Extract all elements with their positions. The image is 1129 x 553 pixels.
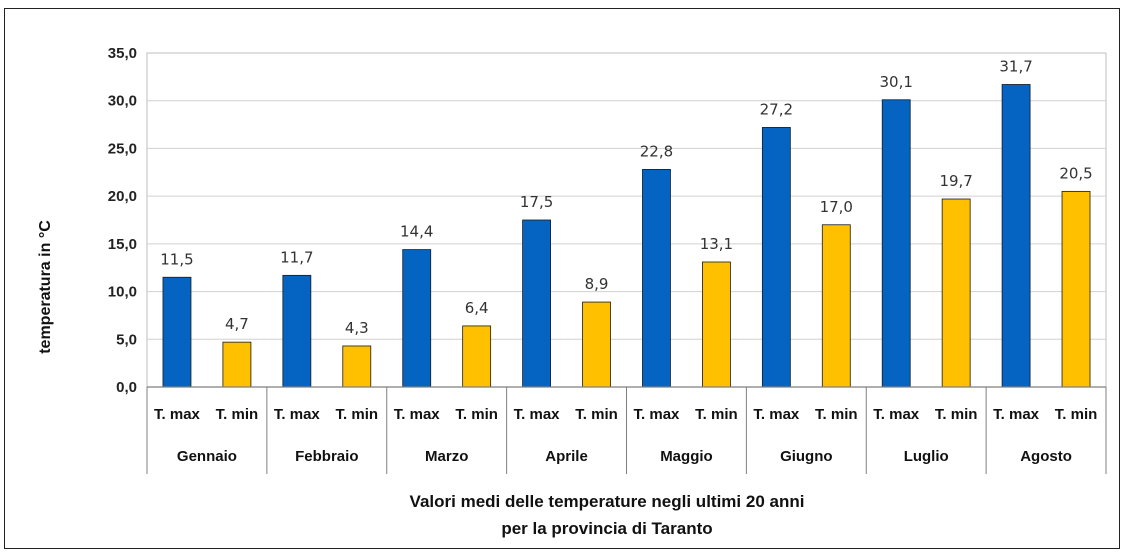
chart-frame: 11,5 11,7 14,4 17,5 22,8 27,2 30,1 31,7 4,7 4,3 6,… bbox=[4, 8, 1120, 549]
data-label: 31,7 bbox=[999, 57, 1032, 75]
y-tick-label: 25,0 bbox=[108, 140, 137, 157]
y-tick-label: 5,0 bbox=[116, 331, 137, 348]
y-tick-label: 35,0 bbox=[108, 45, 137, 62]
bars-layer bbox=[162, 84, 1091, 388]
data-label: 20,5 bbox=[1059, 164, 1092, 182]
data-label: 19,7 bbox=[939, 172, 972, 190]
bar-t-min bbox=[821, 224, 851, 388]
chart-subtitle: per la provincia di Taranto bbox=[501, 519, 712, 538]
bar-t-min bbox=[462, 325, 492, 388]
bar-t-max bbox=[642, 169, 671, 388]
y-tick-label: 15,0 bbox=[108, 236, 137, 253]
data-label: 8,9 bbox=[585, 275, 609, 293]
x-category-label: Febbraio bbox=[295, 448, 358, 465]
x-sublabel-tmax: T. max bbox=[634, 406, 681, 423]
bar-t-max bbox=[1001, 84, 1031, 388]
data-label: 4,3 bbox=[345, 319, 369, 337]
x-sublabel-tmax: T. max bbox=[154, 406, 201, 423]
chart-svg: 11,5 11,7 14,4 17,5 22,8 27,2 30,1 31,7 4,7 4,3 6,… bbox=[37, 45, 1107, 538]
y-tick-label: 10,0 bbox=[108, 284, 137, 301]
x-category-label: Luglio bbox=[904, 448, 949, 465]
x-sublabel-tmin: T. min bbox=[1055, 406, 1098, 423]
data-label: 17,0 bbox=[820, 198, 853, 216]
data-label: 11,7 bbox=[280, 248, 313, 266]
x-category-label: Agosto bbox=[1020, 448, 1072, 465]
data-label: 4,7 bbox=[225, 315, 249, 333]
bar-t-max bbox=[881, 99, 911, 388]
x-sublabel-tmax: T. max bbox=[394, 406, 441, 423]
data-label: 6,4 bbox=[465, 299, 489, 317]
x-category-label: Maggio bbox=[660, 448, 713, 465]
x-sublabel-tmin: T. min bbox=[935, 406, 978, 423]
bar-t-min bbox=[222, 341, 252, 388]
x-sublabel-tmax: T. max bbox=[274, 406, 321, 423]
bar-t-max bbox=[282, 274, 312, 388]
x-category-label: Marzo bbox=[425, 448, 468, 465]
bar-t-min bbox=[1061, 190, 1091, 388]
x-sublabel-tmax: T. max bbox=[514, 406, 561, 423]
y-tick-label: 20,0 bbox=[108, 188, 137, 205]
bar-t-max bbox=[402, 249, 432, 388]
bar-t-min bbox=[702, 261, 731, 388]
x-sublabel-tmax: T. max bbox=[873, 406, 920, 423]
bar-t-min bbox=[342, 345, 372, 388]
x-sublabel-tmax: T. max bbox=[753, 406, 800, 423]
data-label: 13,1 bbox=[700, 235, 733, 253]
bar-t-max bbox=[522, 219, 551, 388]
data-label: 22,8 bbox=[640, 142, 673, 160]
x-sublabel-tmin: T. min bbox=[815, 406, 858, 423]
x-category-label: Giugno bbox=[780, 448, 833, 465]
y-tick-label: 30,0 bbox=[108, 93, 137, 110]
x-sublabel-tmin: T. min bbox=[216, 406, 259, 423]
bar-t-max bbox=[761, 127, 791, 388]
labels-layer: 11,5 11,7 14,4 17,5 22,8 27,2 30,1 31,7 4,7 4,3 6,… bbox=[160, 57, 1092, 336]
x-sublabel-tmax: T. max bbox=[993, 406, 1040, 423]
x-sublabel-tmin: T. min bbox=[455, 406, 498, 423]
bar-t-max bbox=[162, 276, 192, 388]
data-label: 17,5 bbox=[520, 193, 553, 211]
bar-t-min bbox=[582, 301, 611, 388]
chart-title: Valori medi delle temperature negli ulti… bbox=[410, 492, 805, 511]
data-label: 14,4 bbox=[400, 223, 433, 241]
x-category-label: Aprile bbox=[545, 448, 588, 465]
y-tick-label: 0,0 bbox=[116, 379, 137, 396]
axis-layer: 0,0 5,0 10,0 15,0 20,0 25,0 30,0 35,0 T. max T. m… bbox=[108, 45, 1107, 474]
x-sublabel-tmin: T. min bbox=[695, 406, 738, 423]
x-sublabel-tmin: T. min bbox=[336, 406, 379, 423]
bar-t-min bbox=[941, 198, 971, 388]
x-sublabel-tmin: T. min bbox=[575, 406, 618, 423]
y-axis-title: temperatura in °C bbox=[37, 220, 54, 354]
x-category-label: Gennaio bbox=[177, 448, 237, 465]
data-label: 27,2 bbox=[760, 100, 793, 118]
data-label: 30,1 bbox=[880, 73, 913, 91]
data-label: 11,5 bbox=[160, 250, 193, 268]
